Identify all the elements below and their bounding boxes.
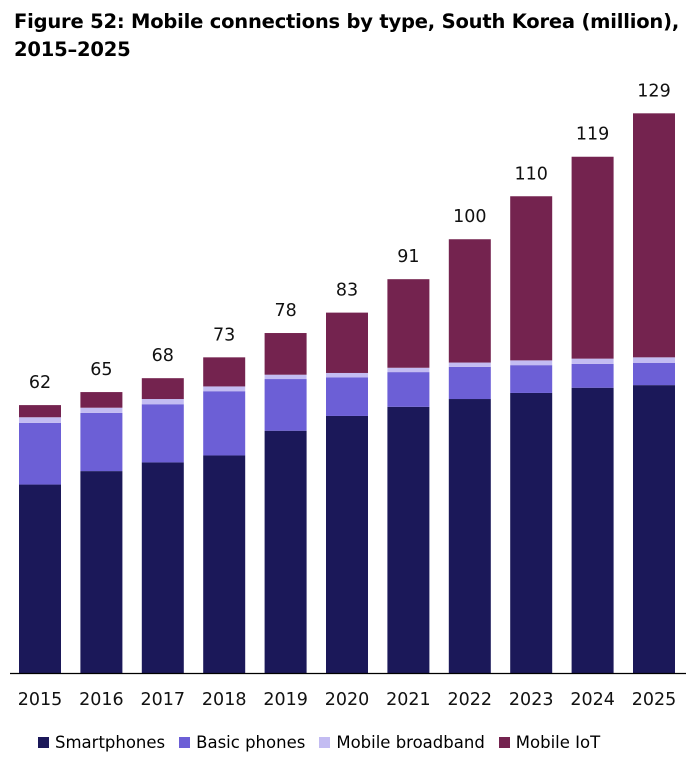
bar-mobile-broadband-2025 [633,357,675,363]
bar-mobile-broadband-2015 [19,417,61,423]
chart-title-line-1: Figure 52: Mobile connections by type, S… [14,10,680,33]
x-tick-label-2020: 2020 [325,690,370,710]
bar-mobile-broadband-2023 [510,360,553,366]
chart-title: Figure 52: Mobile connections by type, S… [14,8,684,64]
bar-mobile-iot-2015 [19,405,61,418]
bar-mobile-iot-2023 [510,196,553,361]
bar-mobile-broadband-2019 [264,374,307,380]
bar-basic-phones-2015 [19,422,61,485]
legend-swatch-mobile-iot [498,737,510,748]
bar-basic-phones-2021 [387,372,430,407]
bar-smartphones-2025 [633,385,675,673]
legend-item-smartphones: Smartphones [38,733,165,752]
total-label-2016: 65 [90,360,112,380]
total-label-2022: 100 [453,207,486,227]
x-tick-label-2023: 2023 [509,690,554,710]
x-tick-label-2025: 2025 [632,690,677,710]
bar-smartphones-2021 [387,406,430,673]
legend-item-basic-phones: Basic phones [179,733,305,752]
bar-basic-phones-2023 [510,365,553,393]
x-tick-label-2018: 2018 [202,690,247,710]
x-tick-label-2019: 2019 [263,690,308,710]
total-label-2025: 129 [637,81,670,101]
bar-mobile-broadband-2022 [448,362,491,367]
bar-smartphones-2020 [326,415,368,673]
legend-label-mobile-iot: Mobile IoT [515,733,601,752]
total-label-2021: 91 [397,247,419,267]
bar-smartphones-2024 [571,387,614,673]
bar-smartphones-2015 [19,484,61,673]
bar-basic-phones-2016 [80,412,123,472]
total-label-2015: 62 [29,373,51,393]
bar-mobile-broadband-2017 [141,399,184,405]
bar-mobile-broadband-2021 [387,367,430,373]
chart-title-line-2: 2015–2025 [14,38,131,61]
total-label-2023: 110 [514,164,547,184]
stacked-bar-chart: 62 2015 65 2016 68 2017 73 2018 78 2019 83 2020 91 20… [10,81,686,710]
bar-smartphones-2017 [141,462,184,673]
legend-swatch-smartphones [38,737,49,748]
total-label-2017: 68 [152,346,174,366]
legend-label-smartphones: Smartphones [55,733,166,752]
bar-mobile-iot-2017 [141,378,184,400]
bar-basic-phones-2020 [326,377,368,416]
x-tick-label-2017: 2017 [141,690,186,710]
total-label-2019: 78 [274,301,296,321]
bar-mobile-iot-2016 [80,392,123,408]
total-label-2024: 119 [576,125,609,145]
legend-item-mobile-iot: Mobile IoT [498,733,601,752]
x-tick-label-2021: 2021 [386,690,431,710]
legend-label-basic-phones: Basic phones [196,733,306,752]
bar-mobile-broadband-2016 [80,407,123,413]
bar-basic-phones-2022 [448,366,491,400]
bar-basic-phones-2019 [264,379,307,431]
legend-swatch-mobile-broadband [319,737,331,748]
x-tick-label-2015: 2015 [18,690,63,710]
bar-mobile-iot-2022 [448,239,491,363]
bar-mobile-iot-2021 [387,279,430,368]
total-label-2020: 83 [336,281,358,301]
x-tick-label-2024: 2024 [570,690,615,710]
total-label-2018: 73 [213,325,235,345]
legend-item-mobile-broadband: Mobile broadband [319,733,485,752]
x-tick-label-2016: 2016 [79,690,124,710]
legend-swatch-basic-phones [179,737,191,748]
bar-mobile-iot-2025 [633,113,675,358]
x-tick-label-2022: 2022 [448,690,493,710]
bar-basic-phones-2017 [141,404,184,463]
bar-smartphones-2022 [448,399,491,673]
bar-smartphones-2016 [80,471,123,673]
bar-mobile-iot-2024 [571,156,614,359]
bar-basic-phones-2025 [633,362,675,386]
bar-smartphones-2018 [203,455,246,673]
bar-smartphones-2023 [510,392,553,673]
bar-mobile-broadband-2024 [571,358,614,364]
legend-label-mobile-broadband: Mobile broadband [336,733,485,752]
bar-mobile-iot-2018 [203,357,246,387]
bar-basic-phones-2024 [571,363,614,388]
bar-mobile-iot-2020 [326,312,368,373]
bar-mobile-broadband-2018 [203,386,246,392]
bar-basic-phones-2018 [203,391,246,456]
bar-mobile-iot-2019 [264,333,307,375]
bar-mobile-broadband-2020 [326,372,368,378]
bar-smartphones-2019 [264,430,307,673]
chart-legend: Smartphones Basic phones Mobile broadband M… [38,733,614,752]
